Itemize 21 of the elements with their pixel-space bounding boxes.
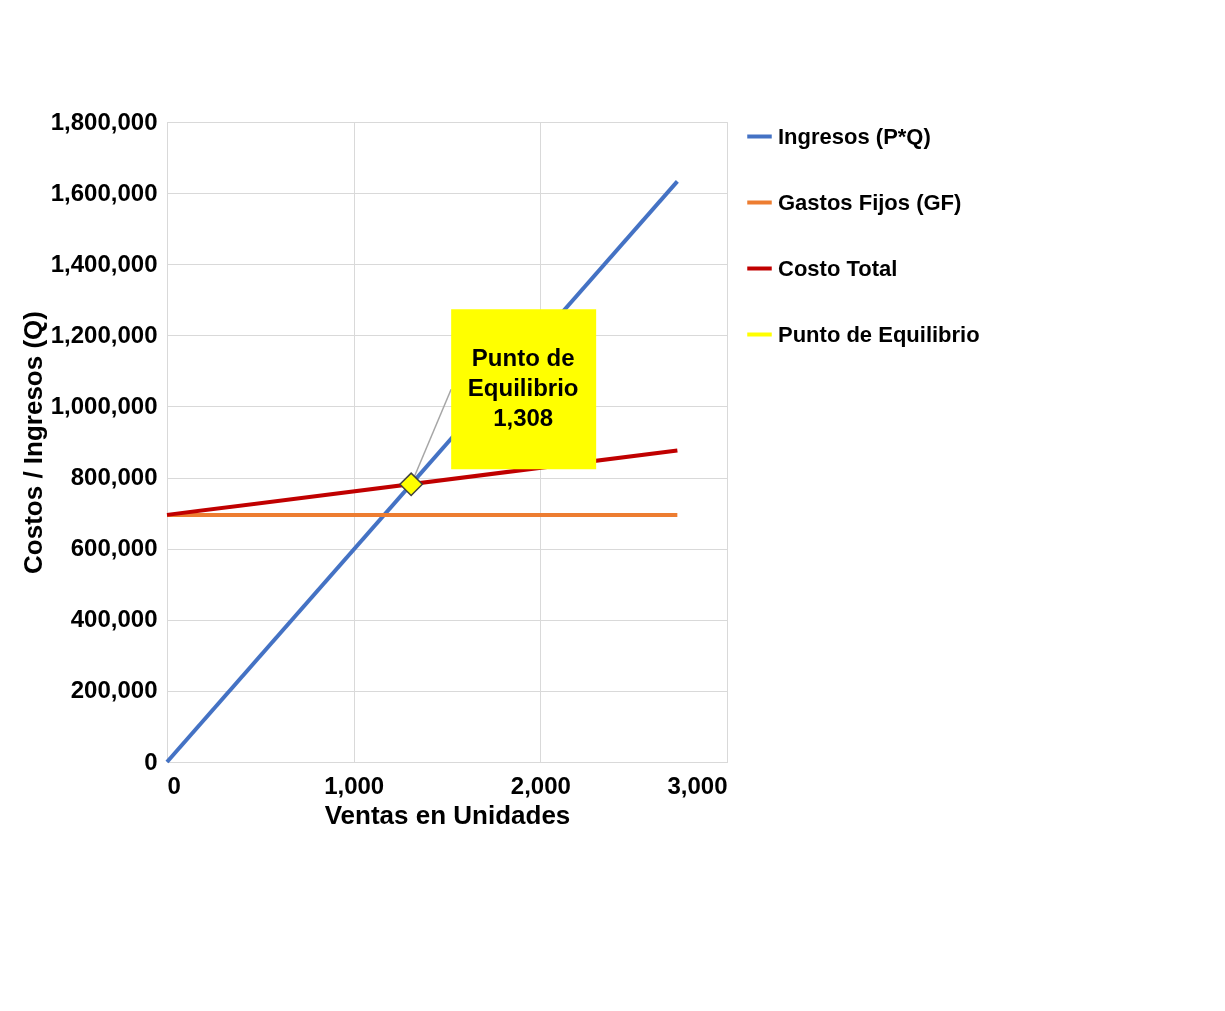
legend-label: Gastos Fijos (GF)	[778, 189, 962, 215]
legend-label: Costo Total	[778, 255, 898, 281]
y-tick-label: 400,000	[70, 605, 158, 633]
legend-label: Punto de Equilibrio	[778, 321, 980, 347]
y-tick-label: 1,000,000	[50, 391, 158, 419]
annotation: Punto de Equilibrio 1,308	[467, 344, 579, 432]
legend-label: Ingresos (P*Q)	[778, 123, 931, 149]
x-tick-label: 0	[167, 771, 181, 799]
y-tick-label: 0	[144, 747, 158, 775]
x-axis-title: Ventas en Unidades	[324, 799, 571, 830]
y-tick-label: 600,000	[70, 534, 158, 562]
x-tick-label: 3,000	[667, 771, 728, 799]
y-tick-label: 200,000	[70, 676, 158, 704]
y-tick-label: 1,200,000	[50, 320, 158, 348]
y-tick-label: 1,400,000	[50, 249, 158, 277]
y-tick-label: 800,000	[70, 463, 158, 491]
x-tick-label: 2,000	[510, 771, 571, 799]
y-axis-title: Costos / Ingresos (Q)	[17, 311, 48, 574]
y-tick-label: 1,800,000	[50, 107, 158, 135]
x-tick-label: 1,000	[324, 771, 385, 799]
y-tick-label: 1,600,000	[50, 178, 158, 206]
